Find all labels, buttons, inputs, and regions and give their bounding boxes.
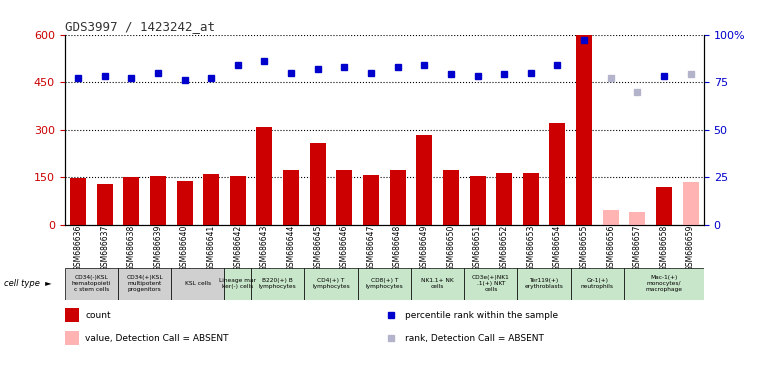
Text: GSM686645: GSM686645 [314,225,322,271]
Text: GSM686641: GSM686641 [207,225,215,271]
Bar [523,173,539,225]
Text: GSM686656: GSM686656 [607,225,615,271]
Bar [603,210,619,225]
Text: Mac-1(+)
monocytes/
macrophage: Mac-1(+) monocytes/ macrophage [645,275,683,292]
Text: GSM686637: GSM686637 [100,225,109,271]
Bar [517,268,571,300]
Bar [251,268,304,300]
Bar [576,35,592,225]
Text: GSM686658: GSM686658 [660,225,668,271]
Bar [624,268,704,300]
Bar [256,127,272,225]
Bar [629,212,645,225]
Bar [336,170,352,225]
Text: GSM686640: GSM686640 [180,225,189,271]
Text: GSM686654: GSM686654 [553,225,562,271]
Bar [177,181,193,225]
Bar [363,175,379,225]
Bar [571,268,624,300]
Bar [310,143,326,225]
Bar [118,268,171,300]
Text: value, Detection Call = ABSENT: value, Detection Call = ABSENT [85,334,228,343]
Bar [65,331,78,345]
Text: GSM686638: GSM686638 [127,225,135,271]
Text: CD3e(+)NK1
.1(+) NKT
cells: CD3e(+)NK1 .1(+) NKT cells [472,275,510,292]
Text: B220(+) B
lymphocytes: B220(+) B lymphocytes [259,278,297,289]
Text: CD4(+) T
lymphocytes: CD4(+) T lymphocytes [312,278,350,289]
Bar [390,170,406,225]
Text: GSM686651: GSM686651 [473,225,482,271]
Bar [150,177,166,225]
Bar [224,268,251,300]
Text: GSM686646: GSM686646 [340,225,349,271]
Bar [230,177,246,225]
Bar [70,178,86,225]
Text: CD8(+) T
lymphocytes: CD8(+) T lymphocytes [365,278,403,289]
Text: GDS3997 / 1423242_at: GDS3997 / 1423242_at [65,20,215,33]
Text: GSM686644: GSM686644 [287,225,295,271]
Bar [203,174,219,225]
Text: Gr-1(+)
neutrophils: Gr-1(+) neutrophils [581,278,614,289]
Text: GSM686657: GSM686657 [633,225,642,271]
Text: GSM686642: GSM686642 [234,225,242,271]
Bar [65,268,118,300]
Text: GSM686655: GSM686655 [580,225,588,271]
Text: Ter119(+)
erythroblasts: Ter119(+) erythroblasts [524,278,564,289]
Bar [416,135,432,225]
Bar [97,184,113,225]
Bar [470,177,486,225]
Text: count: count [85,311,111,320]
Text: GSM686643: GSM686643 [260,225,269,271]
Text: GSM686659: GSM686659 [686,225,695,271]
Bar [304,268,358,300]
Bar [464,268,517,300]
Bar [65,308,78,322]
Bar [358,268,411,300]
Text: GSM686649: GSM686649 [420,225,428,271]
Text: cell type  ►: cell type ► [4,279,52,288]
Bar [123,177,139,225]
Text: GSM686653: GSM686653 [527,225,535,271]
Text: GSM686652: GSM686652 [500,225,508,271]
Text: GSM686639: GSM686639 [154,225,162,271]
Text: Lineage mar
ker(-) cells: Lineage mar ker(-) cells [219,278,256,289]
Bar [496,173,512,225]
Text: rank, Detection Call = ABSENT: rank, Detection Call = ABSENT [405,334,543,343]
Text: GSM686647: GSM686647 [367,225,375,271]
Text: KSL cells: KSL cells [185,281,211,286]
Text: NK1.1+ NK
cells: NK1.1+ NK cells [421,278,454,289]
Text: GSM686636: GSM686636 [74,225,82,271]
Bar [656,187,672,225]
Text: percentile rank within the sample: percentile rank within the sample [405,311,558,320]
Text: CD34(-)KSL
hematopoieti
c stem cells: CD34(-)KSL hematopoieti c stem cells [72,275,111,292]
Text: CD34(+)KSL
multipotent
progenitors: CD34(+)KSL multipotent progenitors [126,275,163,292]
Bar [171,268,224,300]
Bar [683,182,699,225]
Bar [283,170,299,225]
Bar [443,170,459,225]
Bar [411,268,464,300]
Bar [549,122,565,225]
Text: GSM686650: GSM686650 [447,225,455,271]
Text: GSM686648: GSM686648 [393,225,402,271]
